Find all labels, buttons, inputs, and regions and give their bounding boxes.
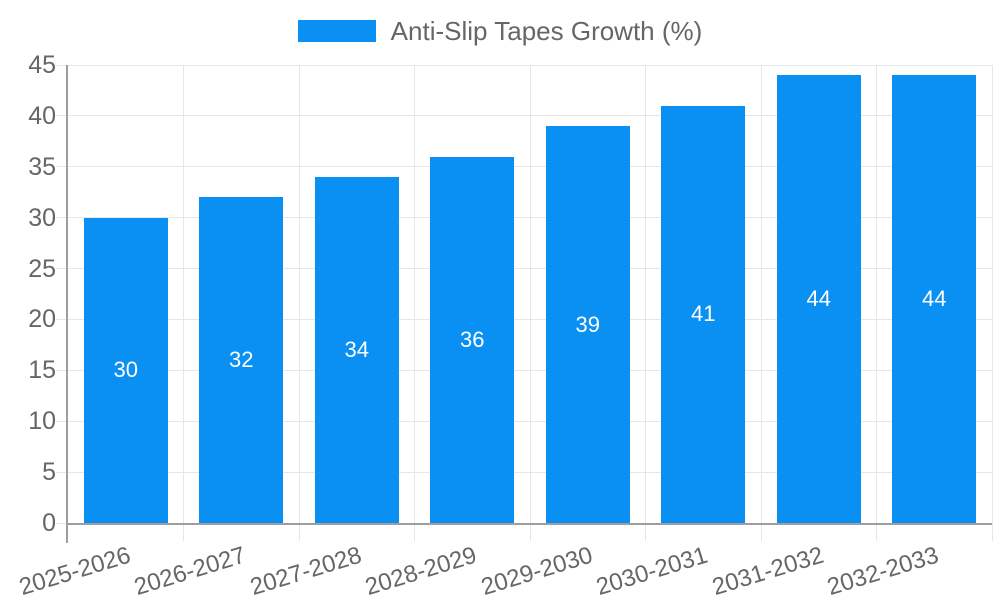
x-axis-tick [876, 523, 877, 541]
x-axis-tick [414, 523, 415, 541]
bar-2031-2032[interactable]: 44 [776, 75, 861, 523]
y-axis-tick-label: 20 [28, 305, 56, 334]
x-axis-tick [298, 523, 300, 541]
y-axis-tick-label: 35 [28, 152, 56, 181]
y-axis-tick-label: 30 [28, 203, 56, 232]
bar-2028-2029[interactable]: 36 [430, 156, 515, 523]
vertical-gridline [183, 65, 184, 523]
y-axis-tick-label: 10 [28, 407, 56, 436]
bar-value-label: 34 [344, 336, 369, 362]
y-axis-tick [56, 115, 68, 117]
x-axis-line [66, 523, 992, 525]
x-axis-tick [760, 523, 762, 541]
bar-value-label: 30 [113, 357, 138, 383]
bar-value-label: 36 [460, 326, 485, 352]
y-axis-tick-label: 45 [28, 51, 56, 79]
bar-2032-2033[interactable]: 44 [892, 75, 977, 523]
y-axis-tick [56, 471, 68, 473]
y-axis-tick [56, 268, 68, 270]
bar-2030-2031[interactable]: 41 [661, 105, 746, 523]
y-axis-tick-label: 15 [28, 356, 56, 385]
y-axis-tick-label: 5 [42, 458, 56, 487]
plot-area: 30 32 34 36 39 41 44 44 [56, 64, 993, 543]
y-axis-tick [56, 522, 68, 524]
y-axis-tick [56, 420, 68, 422]
x-axis-tick [991, 523, 993, 541]
bar-value-label: 44 [922, 286, 947, 312]
vertical-gridline [991, 65, 993, 523]
y-axis-tick [56, 318, 68, 320]
legend-label: Anti-Slip Tapes Growth (%) [390, 16, 703, 46]
y-axis-tick [56, 369, 68, 371]
bar-value-label: 41 [691, 301, 716, 327]
bar-value-label: 32 [229, 347, 254, 373]
y-axis-tick-label: 0 [42, 509, 56, 537]
vertical-gridline [760, 65, 762, 523]
y-axis-tick [56, 217, 68, 219]
x-axis-tick [529, 523, 531, 541]
legend-swatch [297, 20, 376, 42]
x-axis-tick [183, 523, 184, 541]
chart-legend-item[interactable]: Anti-Slip Tapes Growth (%) [0, 16, 1000, 46]
y-axis-tick [56, 64, 68, 66]
y-axis-tick-label: 40 [28, 101, 56, 130]
y-axis-line [66, 65, 68, 543]
vertical-gridline [414, 65, 415, 523]
y-axis-tick-label: 25 [28, 254, 56, 283]
y-axis-tick [56, 166, 68, 168]
bar-value-label: 39 [575, 311, 600, 337]
vertical-gridline [876, 65, 877, 523]
vertical-gridline [298, 65, 300, 523]
x-axis-tick [645, 523, 646, 541]
bar-value-label: 44 [806, 286, 831, 312]
bar-2026-2027[interactable]: 32 [199, 197, 284, 523]
bar-2027-2028[interactable]: 34 [314, 176, 399, 523]
bar-2029-2030[interactable]: 39 [545, 126, 630, 523]
vertical-gridline [645, 65, 646, 523]
bar-2025-2026[interactable]: 30 [83, 217, 168, 523]
vertical-gridline [529, 65, 531, 523]
